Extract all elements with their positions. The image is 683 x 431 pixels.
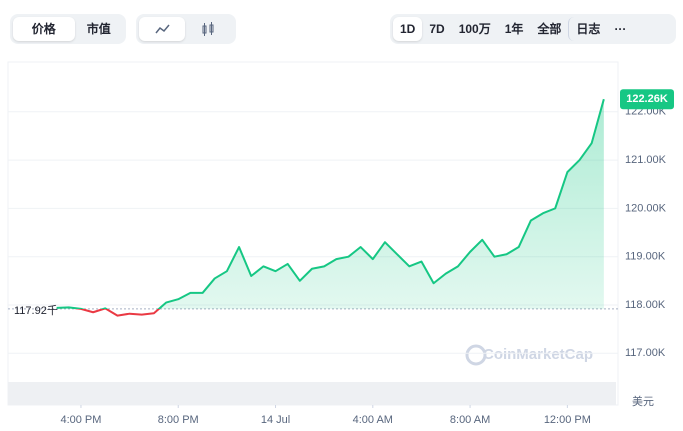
watermark: CoinMarketCap [483, 346, 593, 363]
watermark-logo [465, 344, 487, 366]
range-group: 1D 7D 100万 1年 全部 日志 ··· [390, 14, 676, 44]
reference-label: 117.92千 [14, 304, 58, 317]
last-price-label: 122.26K [626, 93, 668, 105]
range-button[interactable]: 日志 [568, 17, 607, 41]
tab[interactable]: 价格 [13, 17, 75, 41]
x-tick-label: 8:00 AM [450, 414, 490, 426]
plot-frame [7, 61, 619, 406]
x-tick-label: 14 Jul [261, 414, 290, 426]
y-tick-label: 120.00K [625, 202, 667, 214]
range-button[interactable]: ··· [614, 22, 627, 36]
candle-chart-button[interactable] [185, 17, 231, 41]
chart-type-group [136, 14, 236, 44]
volume-band [8, 382, 616, 405]
area [56, 99, 604, 309]
x-tick-label: 12:00 PM [544, 414, 591, 426]
tab[interactable]: 市值 [86, 22, 111, 36]
line-chart-button[interactable] [139, 17, 185, 41]
x-tick-label: 4:00 AM [353, 414, 393, 426]
price-line [56, 98, 605, 317]
tab-group: 价格 市值 [10, 14, 126, 44]
y-tick-label: 119.00K [625, 251, 666, 263]
range-button[interactable]: 1年 [504, 22, 524, 36]
y-tick-label: 118.00K [625, 299, 666, 311]
y-tick-label: 121.00K [625, 154, 667, 166]
last-price-box [620, 89, 674, 110]
y-tick-label: 122.00K [625, 106, 667, 118]
x-tick-label: 8:00 PM [158, 414, 199, 426]
range-button[interactable]: 100万 [458, 22, 491, 36]
x-tick-label: 4:00 PM [60, 414, 101, 426]
y-unit: 美元 [632, 395, 654, 408]
range-button[interactable]: 全部 [537, 22, 562, 36]
range-button[interactable]: 7D [429, 22, 445, 36]
range-button[interactable]: 1D [393, 17, 423, 41]
y-tick-label: 117.00K [625, 347, 666, 359]
